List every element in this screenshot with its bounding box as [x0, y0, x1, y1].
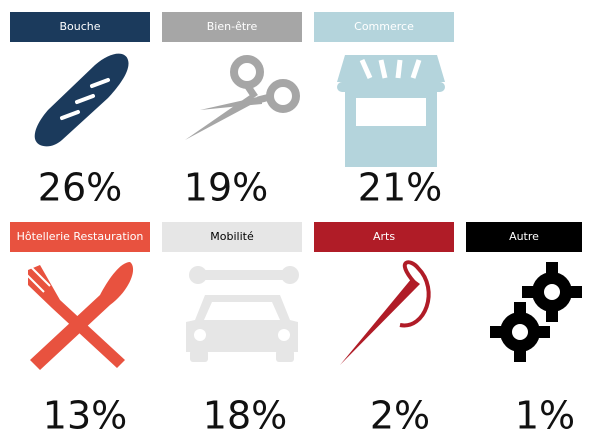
- category-label: Bien-être: [207, 20, 258, 33]
- percentage: 21%: [358, 166, 442, 210]
- category-header: [466, 222, 582, 252]
- category-label: Autre: [509, 230, 539, 243]
- category-label: Arts: [373, 230, 395, 243]
- car-wrench-icon: [186, 266, 299, 362]
- percentage: 13%: [43, 394, 127, 434]
- category-header: [314, 12, 454, 42]
- percentage: 18%: [203, 394, 287, 434]
- category-header: [314, 222, 454, 252]
- needle-icon: [340, 260, 431, 365]
- category-header: [162, 12, 302, 42]
- category-label: Mobilité: [210, 230, 254, 243]
- category-header: [10, 222, 150, 252]
- percentage: 1%: [515, 394, 575, 434]
- baguette-icon: [34, 53, 129, 147]
- percentage: 26%: [38, 166, 122, 210]
- category-label: Bouche: [59, 20, 100, 33]
- stall-icon: [337, 55, 445, 167]
- category-header: [162, 222, 302, 252]
- category-header: [10, 12, 150, 42]
- percentage: 19%: [184, 166, 268, 210]
- percentage: 2%: [370, 394, 430, 434]
- scissors-icon: [185, 55, 300, 140]
- category-label: Commerce: [354, 20, 414, 33]
- category-label: Hôtellerie Restauration: [17, 230, 144, 243]
- gears-icon: [490, 262, 582, 362]
- fork-knife-icon: [23, 262, 134, 370]
